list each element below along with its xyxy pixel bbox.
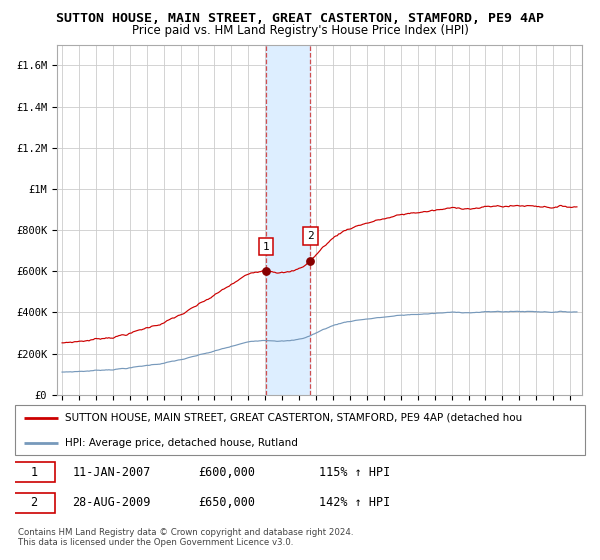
Bar (266, 45, 310, 395)
Text: HPI: Average price, detached house, Rutland: HPI: Average price, detached house, Rutl… (65, 438, 298, 448)
FancyBboxPatch shape (12, 463, 55, 482)
Text: 11-JAN-2007: 11-JAN-2007 (73, 465, 151, 479)
Text: £650,000: £650,000 (199, 497, 256, 510)
Text: 142% ↑ HPI: 142% ↑ HPI (319, 497, 390, 510)
Text: Price paid vs. HM Land Registry's House Price Index (HPI): Price paid vs. HM Land Registry's House … (131, 24, 469, 36)
FancyBboxPatch shape (12, 493, 55, 512)
Text: 2: 2 (307, 231, 314, 241)
Text: SUTTON HOUSE, MAIN STREET, GREAT CASTERTON, STAMFORD, PE9 4AP: SUTTON HOUSE, MAIN STREET, GREAT CASTERT… (56, 12, 544, 25)
Text: 1: 1 (263, 241, 269, 251)
Text: SUTTON HOUSE, MAIN STREET, GREAT CASTERTON, STAMFORD, PE9 4AP (detached hou: SUTTON HOUSE, MAIN STREET, GREAT CASTERT… (65, 413, 523, 423)
Point (305, 256, 315, 265)
Point (261, 267, 271, 276)
Text: 115% ↑ HPI: 115% ↑ HPI (319, 465, 390, 479)
Text: 28-AUG-2009: 28-AUG-2009 (73, 497, 151, 510)
Text: Contains HM Land Registry data © Crown copyright and database right 2024.
This d: Contains HM Land Registry data © Crown c… (18, 528, 353, 547)
Text: £600,000: £600,000 (199, 465, 256, 479)
Text: 1: 1 (31, 465, 37, 479)
FancyBboxPatch shape (15, 405, 585, 455)
Text: 2: 2 (31, 497, 37, 510)
